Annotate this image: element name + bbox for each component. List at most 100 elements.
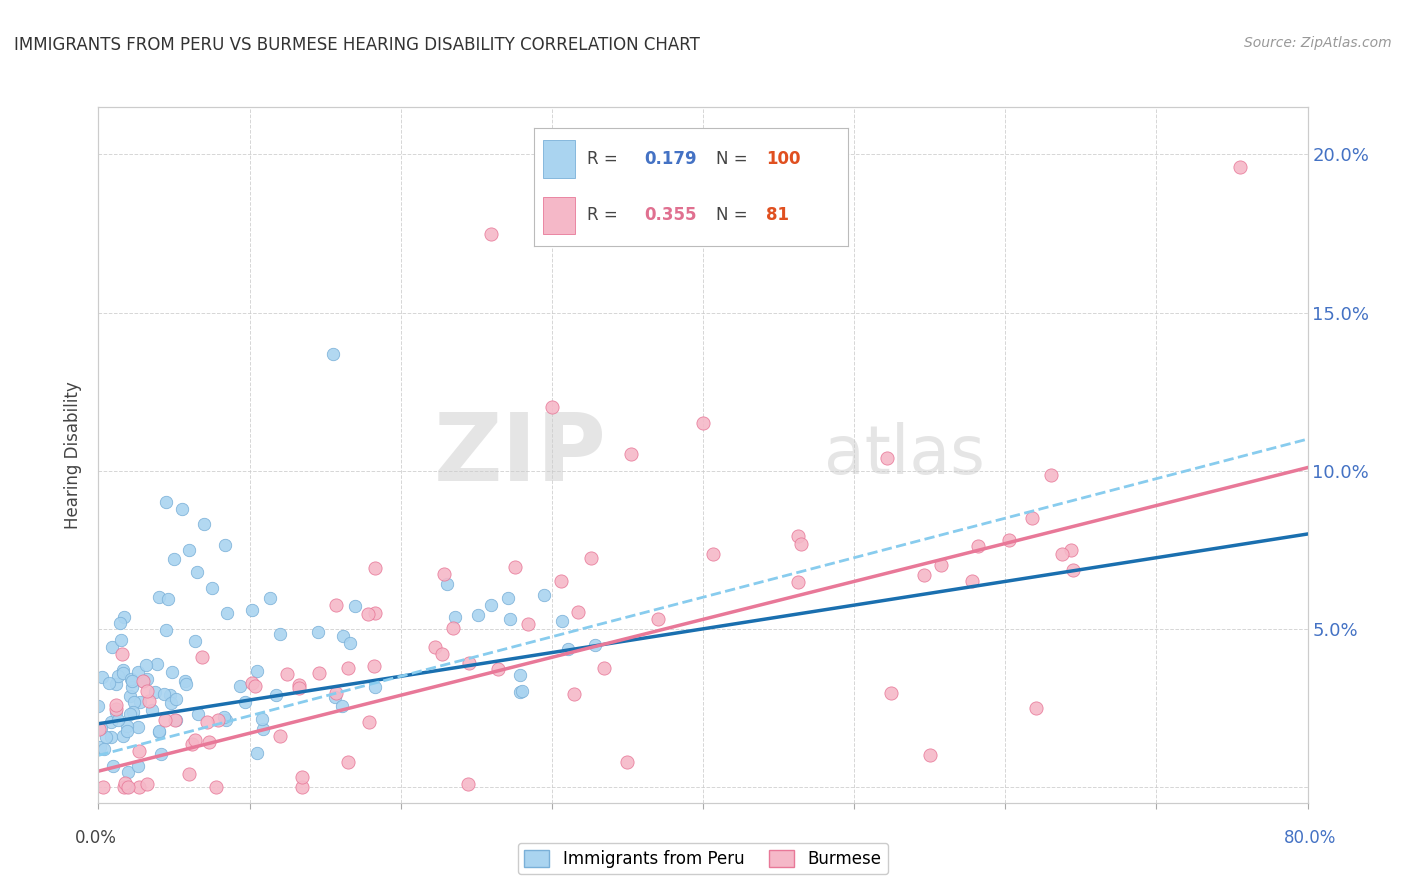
Point: [357, 714, 380, 729]
Point: [479, 598, 502, 612]
Point: [307, 625, 329, 640]
Point: [104, 698, 127, 712]
Point: [156, 591, 179, 606]
Point: [787, 529, 810, 543]
Point: [583, 639, 606, 653]
Point: [135, 658, 157, 673]
Point: [93, 741, 115, 756]
Point: [790, 536, 813, 550]
Point: [998, 533, 1021, 547]
Point: [159, 696, 181, 710]
Point: [357, 607, 380, 621]
Point: [112, 780, 135, 794]
Point: [486, 662, 509, 676]
Point: [579, 550, 602, 565]
Point: [111, 729, 134, 743]
Point: [433, 566, 456, 581]
Point: [215, 606, 238, 620]
Point: [207, 713, 229, 727]
Point: [105, 701, 128, 715]
Point: [177, 767, 200, 781]
Point: [105, 677, 128, 691]
Point: [186, 565, 208, 579]
Point: [567, 605, 589, 619]
Point: [91, 670, 114, 684]
Point: [533, 588, 555, 602]
Point: [322, 347, 344, 361]
Point: [364, 680, 387, 694]
Point: [291, 780, 314, 794]
Point: [91, 780, 114, 794]
Point: [325, 599, 347, 613]
Point: [550, 574, 572, 589]
Point: [436, 577, 458, 591]
Point: [197, 735, 219, 749]
Point: [516, 617, 538, 632]
Text: IMMIGRANTS FROM PERU VS BURMESE HEARING DISABILITY CORRELATION CHART: IMMIGRANTS FROM PERU VS BURMESE HEARING …: [14, 36, 700, 54]
Point: [127, 720, 149, 734]
Point: [165, 713, 187, 727]
Point: [132, 673, 155, 688]
Point: [107, 669, 129, 683]
Point: [332, 629, 354, 643]
Point: [364, 607, 387, 621]
Point: [593, 661, 616, 675]
Point: [108, 616, 131, 631]
Point: [111, 665, 134, 680]
Point: [128, 780, 150, 794]
Point: [339, 635, 361, 649]
Point: [616, 755, 638, 769]
Point: [503, 559, 526, 574]
Point: [150, 747, 173, 762]
Point: [510, 683, 533, 698]
Point: [692, 417, 714, 431]
Point: [155, 495, 177, 509]
Point: [148, 724, 170, 739]
Point: [960, 574, 983, 589]
Point: [214, 538, 236, 552]
Point: [100, 715, 122, 730]
Point: [325, 686, 347, 700]
Point: [204, 780, 226, 794]
Point: [246, 664, 269, 678]
Point: [240, 676, 263, 690]
Point: [143, 685, 166, 699]
Point: [115, 719, 138, 733]
Point: [201, 581, 224, 595]
Point: [288, 678, 311, 692]
Point: [146, 657, 169, 672]
Point: [702, 547, 724, 561]
Point: [240, 602, 263, 616]
Point: [112, 609, 135, 624]
Point: [787, 574, 810, 589]
Point: [120, 706, 142, 721]
Point: [155, 624, 177, 638]
Point: [148, 591, 170, 605]
Point: [509, 685, 531, 699]
Point: [104, 705, 127, 719]
Point: [94, 730, 117, 744]
Point: [191, 650, 214, 665]
Point: [229, 679, 252, 693]
Point: [269, 729, 291, 743]
Point: [115, 780, 138, 794]
Point: [325, 690, 347, 705]
Point: [148, 723, 170, 738]
Point: [259, 591, 281, 606]
Point: [165, 713, 187, 727]
Point: [153, 713, 176, 727]
Point: [152, 687, 174, 701]
Point: [110, 632, 132, 647]
Point: [233, 695, 256, 709]
Point: [344, 599, 367, 614]
Point: [179, 542, 201, 557]
Y-axis label: Hearing Disability: Hearing Disability: [65, 381, 83, 529]
Point: [430, 647, 453, 661]
Point: [121, 674, 143, 689]
Point: [87, 722, 110, 736]
Point: [363, 658, 385, 673]
Point: [97, 675, 120, 690]
Point: [100, 730, 122, 744]
Point: [132, 673, 155, 688]
Point: [336, 755, 359, 769]
